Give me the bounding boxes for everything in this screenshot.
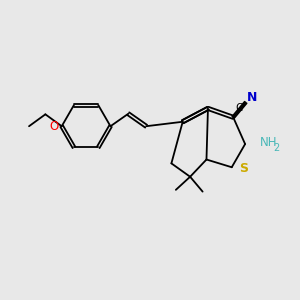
Text: S: S <box>239 162 248 175</box>
Text: NH: NH <box>260 136 278 149</box>
Text: O: O <box>50 120 59 133</box>
Text: 2: 2 <box>273 142 280 153</box>
Text: N: N <box>247 91 257 104</box>
Text: C: C <box>236 103 243 113</box>
